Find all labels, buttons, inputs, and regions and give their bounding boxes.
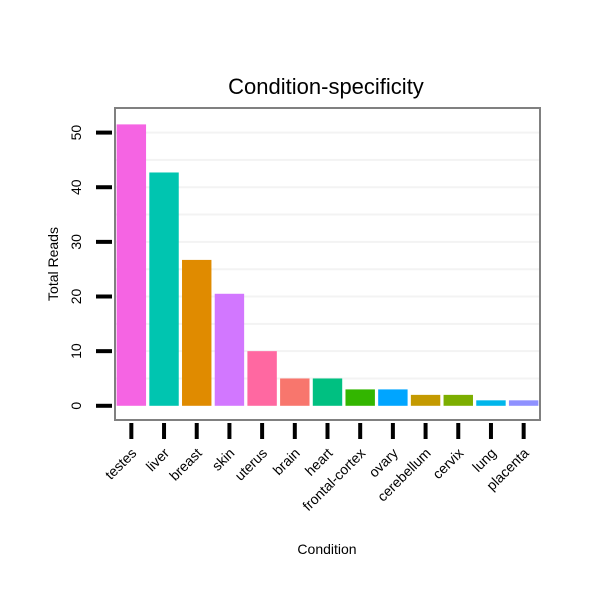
bar-testes (116, 124, 147, 406)
y-tick-label: 50 (68, 125, 84, 141)
bars (116, 124, 539, 406)
bar-cervix (443, 394, 473, 406)
y-tick-label: 20 (68, 289, 84, 305)
bar-liver (149, 172, 179, 406)
bar-placenta (508, 400, 539, 406)
bar-uterus (247, 351, 277, 406)
y-axis-label: Total Reads (45, 227, 61, 301)
bar-frontal-cortex (345, 389, 375, 406)
bar-breast (182, 259, 212, 406)
bar-cerebellum (410, 394, 441, 406)
chart-title: Condition-specificity (228, 74, 424, 99)
bar-brain (280, 378, 310, 406)
x-axis-label: Condition (297, 541, 356, 557)
y-tick-label: 30 (68, 234, 84, 250)
bar-heart (312, 378, 343, 406)
y-tick-label: 0 (68, 402, 84, 410)
bar-ovary (378, 389, 408, 406)
y-tick-label: 10 (68, 343, 84, 359)
y-tick-label: 40 (68, 179, 84, 195)
bar-lung (476, 400, 506, 406)
panel-border (114, 107, 541, 421)
y-axis-ticks: 0 10 20 30 40 50 (68, 125, 112, 410)
bar-skin (214, 293, 245, 406)
